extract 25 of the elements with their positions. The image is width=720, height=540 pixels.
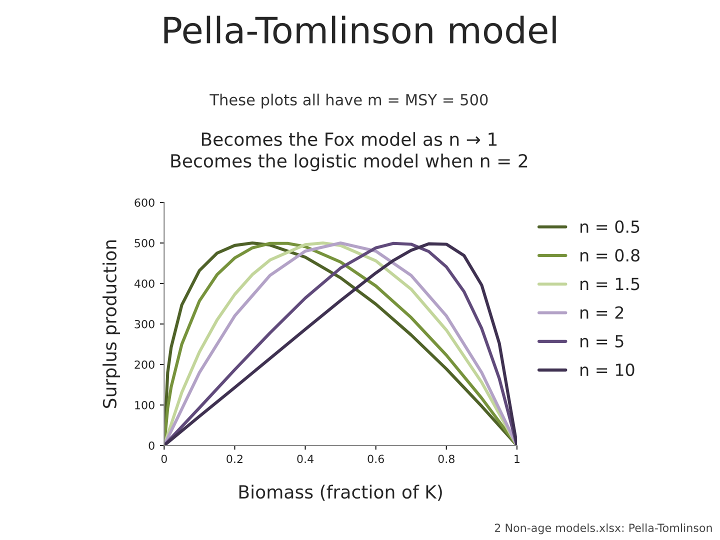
text: 2 Non-age models.xlsx: Pella-Tomlinson [494,523,712,534]
x-tick-label: 0 [161,454,167,464]
x-tick-label: 0.2 [226,454,242,464]
x-tick-label: 0.6 [368,454,384,464]
legend-label: n = 1.5 [580,278,640,290]
y-tick-label: 400 [134,279,154,288]
legend-label: n = 2 [580,306,624,319]
x-tick-label: 0.4 [297,454,314,464]
y-tick-label: 500 [134,238,154,248]
chart-title: Pella-Tomlinson model [164,16,556,44]
x-tick-label: 0.8 [438,454,454,464]
y-tick-label: 300 [134,320,154,328]
y-tick-label: 600 [134,198,154,207]
legend-label: n = 5 [580,335,624,348]
legend-label: n = 0.8 [580,248,640,262]
legend-label: n = 0.5 [580,220,640,233]
legend-label: n = 10 [580,364,634,376]
y-axis-title: Surplus production [102,240,120,408]
x-axis-title: Biomass (fraction of K) [239,484,442,501]
y-tick-label: 100 [135,400,154,410]
text: Becomes the Fox model as n → 1 Becomes the logistic model when n = 2 [171,132,528,172]
y-tick-label: 0 [148,441,154,450]
x-tick-label: 1 [514,454,520,463]
y-tick-label: 200 [134,360,154,369]
chart-subtitle: These plots all have m = MSY = 500 [210,94,488,108]
